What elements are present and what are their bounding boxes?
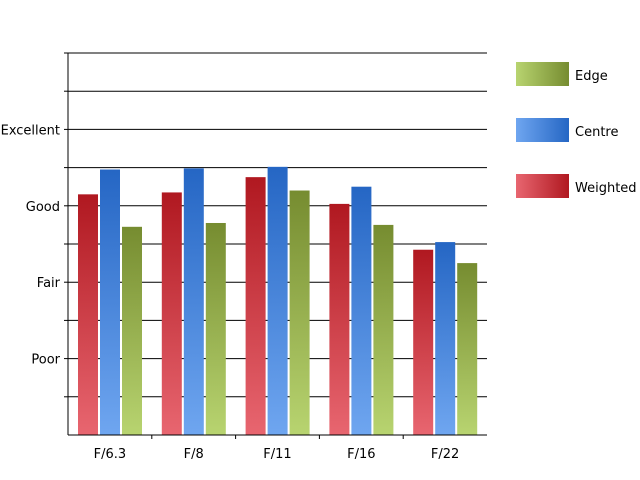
y-tick-label: Poor	[31, 353, 60, 368]
bar-centre-4	[351, 186, 372, 435]
x-tick-label: F/6.3	[94, 447, 127, 462]
bar-weighted-2	[161, 192, 182, 435]
bar-centre-2	[183, 168, 204, 435]
bar-weighted-3	[245, 177, 266, 435]
legend-label-weighted: Weighted	[575, 181, 637, 196]
bar-edge-3	[289, 190, 310, 435]
y-tick-label: Good	[26, 200, 60, 215]
bar-centre-5	[435, 242, 456, 435]
bar-centre-1	[100, 169, 120, 435]
bar-edge-2	[205, 222, 226, 435]
bars	[78, 166, 478, 435]
y-tick-label: Excellent	[1, 123, 60, 138]
bar-centre-3	[267, 166, 288, 435]
legend-swatch-edge	[516, 62, 569, 86]
x-tick-label: F/22	[431, 447, 459, 462]
y-tick-labels: Poor Fair Good Excellent	[1, 123, 61, 367]
x-tick-label: F/11	[263, 447, 291, 462]
bar-edge-1	[122, 226, 142, 435]
bar-edge-4	[373, 224, 394, 435]
legend-label-centre: Centre	[575, 125, 618, 140]
x-tick-labels: F/6.3 F/8 F/11 F/16 F/22	[94, 447, 460, 462]
bar-edge-5	[457, 263, 478, 435]
bar-weighted-4	[329, 203, 350, 435]
bar-weighted-1	[78, 194, 98, 435]
y-tick-label: Fair	[37, 276, 61, 291]
legend-swatch-centre	[516, 118, 569, 142]
x-tick-label: F/16	[347, 447, 375, 462]
bar-weighted-5	[413, 249, 434, 435]
x-tick-label: F/8	[184, 447, 204, 462]
axes	[64, 52, 487, 439]
legend-label-edge: Edge	[575, 69, 608, 84]
legend-swatch-weighted	[516, 174, 569, 198]
legend: Edge Centre Weighted	[516, 62, 637, 198]
